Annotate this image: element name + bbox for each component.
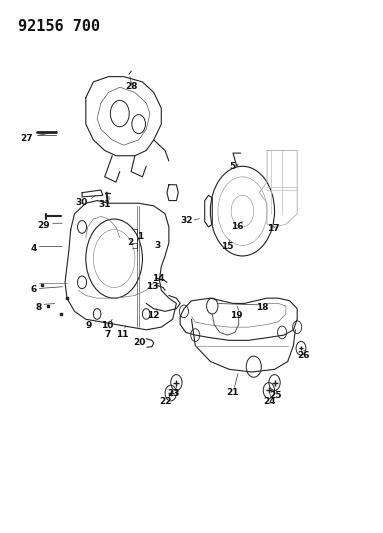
Text: 6: 6 (31, 285, 37, 294)
Text: 2: 2 (127, 238, 134, 247)
Text: 5: 5 (229, 162, 235, 171)
Text: 1: 1 (137, 232, 144, 241)
Text: 25: 25 (269, 391, 282, 400)
Text: 10: 10 (101, 321, 114, 330)
Text: 29: 29 (37, 221, 50, 230)
Text: 8: 8 (36, 303, 42, 312)
Text: 28: 28 (125, 82, 137, 91)
Text: 22: 22 (160, 397, 172, 406)
Text: 12: 12 (147, 311, 160, 319)
Text: 30: 30 (75, 198, 87, 207)
Text: 3: 3 (154, 241, 160, 250)
Text: 19: 19 (231, 311, 243, 319)
Text: 92156 700: 92156 700 (18, 19, 100, 34)
Text: 15: 15 (221, 242, 234, 251)
Text: 18: 18 (256, 303, 269, 312)
Text: 20: 20 (133, 338, 146, 348)
Text: 16: 16 (231, 222, 243, 231)
Text: 31: 31 (98, 200, 111, 209)
Text: 26: 26 (298, 351, 310, 360)
Text: 23: 23 (167, 389, 180, 398)
Text: 9: 9 (86, 321, 92, 330)
Text: 14: 14 (152, 273, 165, 282)
Text: 13: 13 (146, 281, 159, 290)
Text: 27: 27 (20, 134, 33, 143)
Text: 24: 24 (263, 397, 275, 406)
Text: 21: 21 (226, 387, 239, 397)
Text: 11: 11 (116, 329, 128, 338)
Text: 32: 32 (180, 216, 193, 225)
Text: 17: 17 (267, 224, 280, 233)
Text: 7: 7 (105, 329, 111, 338)
Text: 4: 4 (31, 244, 37, 253)
